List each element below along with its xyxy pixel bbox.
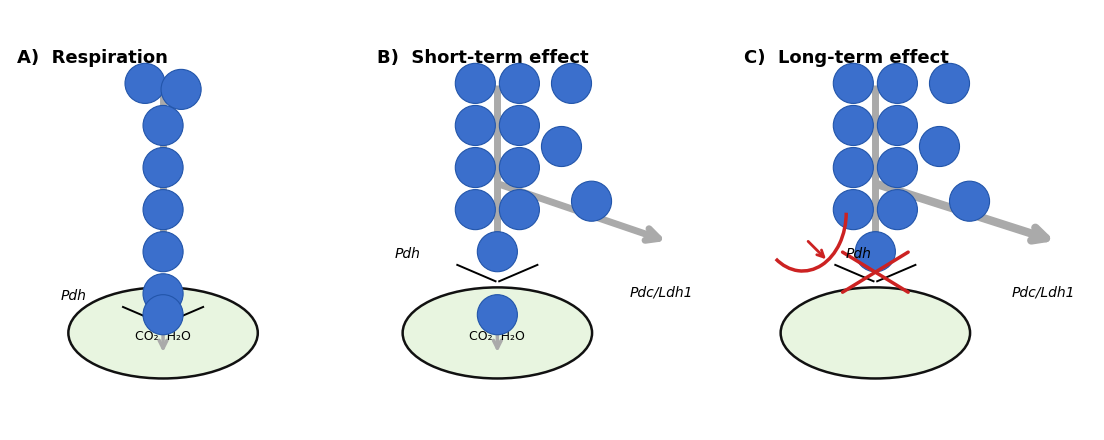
Circle shape (834, 147, 873, 187)
Circle shape (856, 231, 895, 272)
Circle shape (144, 106, 183, 146)
Ellipse shape (403, 287, 592, 378)
Circle shape (552, 63, 592, 103)
Circle shape (499, 106, 540, 146)
Ellipse shape (68, 287, 258, 378)
Text: B)  Short-term effect: B) Short-term effect (378, 49, 588, 67)
Text: Pdh: Pdh (395, 247, 421, 261)
Circle shape (834, 190, 873, 230)
Circle shape (878, 106, 917, 146)
Circle shape (477, 231, 518, 272)
Circle shape (834, 106, 873, 146)
Circle shape (499, 63, 540, 103)
Text: Pdc/Ldh1: Pdc/Ldh1 (1011, 286, 1074, 300)
Circle shape (455, 190, 496, 230)
Circle shape (144, 274, 183, 314)
Circle shape (144, 295, 183, 335)
Circle shape (930, 63, 969, 103)
Ellipse shape (781, 287, 970, 378)
Text: Pdc/Ldh1: Pdc/Ldh1 (629, 286, 693, 300)
Text: Pdh: Pdh (61, 289, 86, 303)
Circle shape (455, 63, 496, 103)
Circle shape (572, 181, 612, 221)
Circle shape (499, 190, 540, 230)
Circle shape (920, 126, 959, 166)
Circle shape (144, 147, 183, 187)
Circle shape (878, 63, 917, 103)
Circle shape (161, 70, 201, 110)
Text: A)  Respiration: A) Respiration (18, 49, 168, 67)
Circle shape (455, 147, 496, 187)
Text: C)  Long-term effect: C) Long-term effect (744, 49, 949, 67)
Circle shape (499, 147, 540, 187)
Circle shape (541, 126, 582, 166)
Circle shape (125, 63, 166, 103)
Text: Pdh: Pdh (846, 247, 872, 261)
Circle shape (477, 295, 518, 335)
Circle shape (144, 190, 183, 230)
Circle shape (949, 181, 989, 221)
Circle shape (834, 63, 873, 103)
Circle shape (878, 147, 917, 187)
Text: CO₂  H₂O: CO₂ H₂O (135, 330, 191, 343)
Circle shape (455, 106, 496, 146)
Text: CO₂  H₂O: CO₂ H₂O (469, 330, 526, 343)
Circle shape (144, 231, 183, 272)
Circle shape (878, 190, 917, 230)
